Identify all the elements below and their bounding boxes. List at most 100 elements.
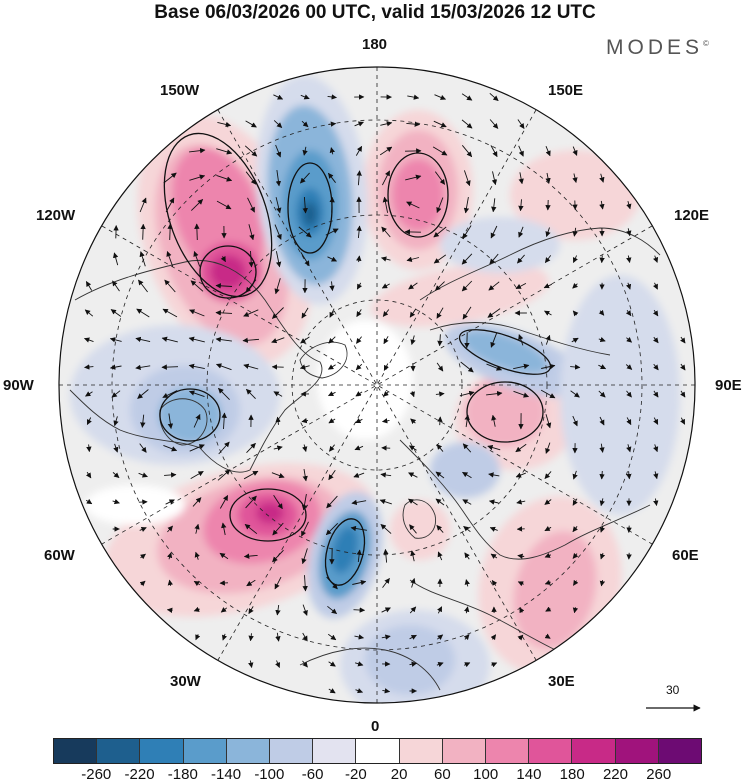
wind-vector [356,225,362,239]
modes-logo: MODES© [606,36,709,60]
wind-vector [189,174,206,181]
wind-vector [246,579,256,587]
wind-vector [300,251,310,267]
wind-vector [599,470,605,480]
wind-vector [517,119,525,129]
wind-vector [112,499,120,505]
wind-vector [328,391,336,397]
coastline [399,439,651,560]
wind-vector [573,579,579,586]
wind-vector [598,336,606,343]
wind-vector [545,606,552,612]
wind-vector [680,390,686,398]
wind-vector [410,418,417,425]
wind-vector [435,471,445,479]
wind-vector [273,120,283,128]
colorbar-swatch [140,739,184,763]
wind-vector [216,174,233,182]
wind-vector [245,171,257,185]
wind-vector [248,660,254,669]
wind-vector [193,580,201,587]
wind-vector [166,607,173,613]
wind-vector [85,471,92,479]
wind-vector [459,390,475,397]
anomaly-patch [85,485,185,525]
anomaly-patch [371,263,549,327]
wind-vector [275,144,282,158]
wind-vector [328,336,336,344]
latitude-circle [111,119,643,651]
wind-vector [517,553,525,559]
wind-vector [380,524,392,534]
wind-vector [680,363,686,371]
wind-vector [383,548,389,563]
wind-vector [408,445,417,451]
wind-vector [113,443,119,453]
wind-vector [135,336,151,343]
wind-vector [437,416,443,426]
wind-vector [248,224,255,241]
wind-vector [354,445,364,451]
wind-vector [302,444,308,453]
wind-vector [491,171,498,186]
wind-vector [298,226,312,238]
wind-vector [139,553,146,560]
contour [159,388,221,442]
wind-vector [328,121,337,127]
wind-vector [352,579,367,586]
wind-vector [626,337,633,343]
wind-vector [540,389,556,399]
wind-vector [381,607,391,613]
colorbar-swatch [226,739,271,763]
wind-vector [355,688,364,694]
wind-vector [217,469,231,481]
wind-vector [86,417,92,425]
colorbar [53,738,702,764]
wind-vector [220,607,228,613]
wind-vector [356,282,363,290]
wind-vector [405,174,422,181]
wind-vector [545,146,551,157]
wind-vector [680,417,686,425]
height-contours [159,132,552,586]
wind-vector [488,281,500,291]
wind-vector [272,522,284,536]
wind-vector [302,146,308,156]
wind-vector [166,250,174,267]
wind-vector [490,634,497,641]
wind-vector [162,308,178,318]
wind-vector [572,526,579,533]
wind-vector [572,146,578,156]
wind-vector [273,495,283,510]
wind-vector [302,575,308,592]
wind-vector [461,145,473,158]
wind-vector [164,472,177,478]
wind-vector [86,444,92,453]
wind-vector [248,606,254,615]
wind-vector [328,688,336,694]
wind-vector [219,552,229,560]
wind-vector [300,94,310,100]
wind-vector [490,553,498,559]
wind-vector [302,660,308,668]
wind-vector [381,634,391,640]
wind-vector [353,607,366,613]
wind-vector [215,310,233,316]
wind-vector [545,227,551,238]
wind-vector [652,282,658,290]
wind-vector [219,495,229,509]
wind-vector [275,632,281,642]
wind-vector [653,336,659,344]
wind-vector [113,252,119,266]
wind-vector [436,197,444,214]
wind-vector [409,524,417,534]
wind-vector [625,364,633,370]
wind-vector [461,93,473,101]
wind-vector [221,412,227,430]
wind-vector [410,335,416,346]
wind-vector [113,416,119,427]
wind-vector [544,499,552,505]
lon-label-90w: 90W [3,377,34,394]
wind-vector [192,497,202,507]
wind-vector [406,201,420,209]
